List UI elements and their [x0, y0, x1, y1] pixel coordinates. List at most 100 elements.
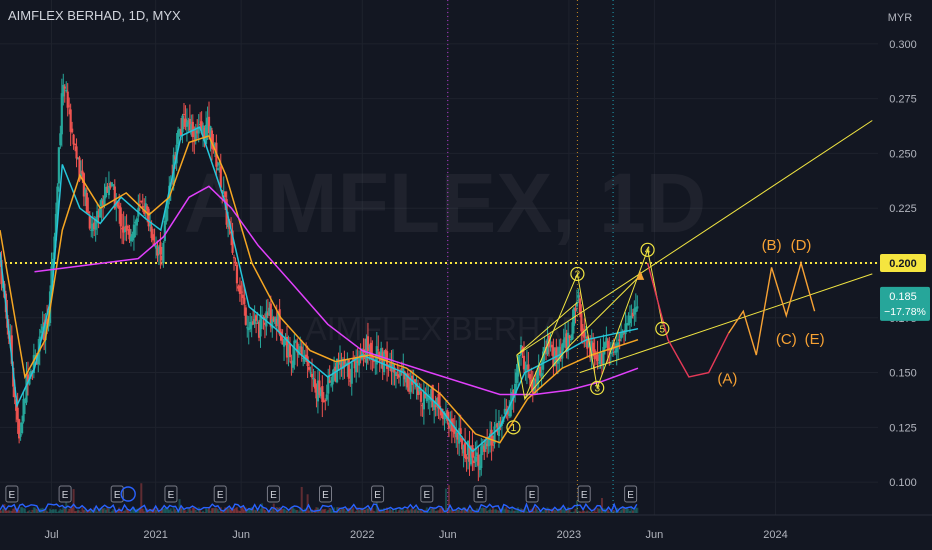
earnings-marker — [577, 485, 591, 503]
change-percent-label: −17.78% — [884, 306, 926, 318]
volume-bar — [570, 511, 573, 513]
candle-body — [599, 352, 602, 365]
moving-average-short — [0, 126, 639, 453]
volume-bar — [144, 508, 147, 513]
candle-body — [165, 209, 168, 222]
candle-body — [78, 157, 81, 181]
volume-bar — [409, 509, 412, 513]
volume-bar — [549, 511, 552, 513]
trendline-drawings[interactable] — [516, 120, 873, 401]
price-axis[interactable]: MYR 0.3000.2750.2500.2250.2000.1750.1500… — [888, 12, 917, 489]
candle-body — [238, 285, 242, 294]
volume-bar — [573, 511, 576, 513]
candle-body — [178, 128, 181, 134]
volume-bar — [221, 510, 224, 513]
candle-body — [430, 389, 433, 402]
volume-bar — [24, 508, 27, 513]
candle-body — [307, 367, 311, 370]
candle-body — [134, 221, 137, 224]
volume-bar — [609, 510, 612, 513]
volume-bar — [455, 510, 458, 513]
wave-projection[interactable]: (A) (B) (C) (D) (E) — [646, 237, 825, 388]
earnings-marker — [266, 485, 280, 503]
volume-bar — [581, 510, 584, 513]
candle-body — [564, 337, 567, 343]
candle-body — [621, 331, 624, 335]
volume-bar — [502, 507, 505, 513]
candle-body — [290, 361, 293, 364]
candle-body — [140, 200, 143, 203]
volume-bar — [439, 508, 442, 513]
volume-bar — [199, 509, 202, 513]
volume-bar — [127, 509, 130, 513]
candle-body — [96, 211, 99, 224]
candle-body — [265, 311, 268, 327]
volume-bar — [132, 507, 135, 513]
candle-body — [365, 338, 368, 364]
candle-body — [565, 333, 568, 352]
wave-number-label: 2 — [575, 270, 581, 281]
elliott-wave-labels[interactable]: 1 2 3 4 5 — [506, 242, 670, 435]
candle-body — [147, 208, 150, 227]
volume-bar — [225, 507, 228, 513]
candle-body — [65, 90, 68, 92]
volume-bar — [213, 508, 216, 513]
volume-bar — [216, 509, 219, 513]
candle-body — [477, 454, 480, 466]
candle-body — [338, 359, 342, 365]
candle-body — [126, 226, 130, 228]
volume-bar — [96, 511, 99, 513]
candle-body — [514, 383, 517, 394]
volume-bar — [103, 508, 106, 513]
candle-body — [171, 179, 174, 182]
candle-body — [531, 379, 534, 394]
volume-bar — [449, 509, 452, 513]
volume-bar — [611, 510, 614, 513]
volume-bar — [561, 509, 564, 513]
candle-body — [299, 346, 302, 349]
volume-bar — [371, 508, 374, 513]
time-tick-label: 2023 — [557, 529, 581, 541]
volume-bar — [361, 507, 364, 513]
candle-body — [53, 236, 56, 259]
candle-body — [94, 219, 97, 230]
candlestick-series[interactable] — [0, 73, 639, 482]
volume-bar — [258, 511, 261, 513]
candle-body — [85, 192, 88, 213]
volume-bar — [403, 511, 406, 513]
volume-bar — [181, 508, 184, 513]
candle-body — [222, 191, 225, 193]
candle-body — [321, 386, 324, 402]
candle-body — [93, 222, 96, 230]
abc-wave-label: (D) — [791, 237, 812, 254]
candle-body — [347, 359, 350, 379]
time-tick-label: Jul — [44, 529, 58, 541]
candle-body — [586, 336, 589, 349]
candle-body — [91, 223, 94, 232]
candle-body — [636, 306, 639, 309]
volume-bar — [182, 510, 185, 513]
volume-line — [0, 502, 638, 514]
volume-bar — [456, 509, 459, 513]
time-tick-label: 2022 — [350, 529, 374, 541]
candle-body — [515, 372, 518, 383]
volume-bar — [196, 511, 199, 513]
volume-bar — [580, 511, 583, 513]
candle-body — [596, 354, 599, 362]
volume-bar — [7, 510, 10, 513]
volume-bar — [309, 510, 312, 513]
volume-bar — [124, 510, 127, 513]
time-axis[interactable]: Jul 2021 Jun 2022 Jun 2023 Jun 2024 — [44, 529, 787, 541]
volume-bar — [515, 510, 518, 513]
candle-body — [75, 146, 78, 159]
candle-body — [552, 347, 555, 367]
volume-bar — [393, 511, 396, 513]
volume-bar — [556, 508, 559, 513]
volume-bar — [411, 508, 414, 513]
volume-bar — [356, 507, 359, 513]
candle-body — [149, 223, 152, 227]
candle-body — [247, 328, 250, 331]
candle-body — [246, 327, 249, 329]
